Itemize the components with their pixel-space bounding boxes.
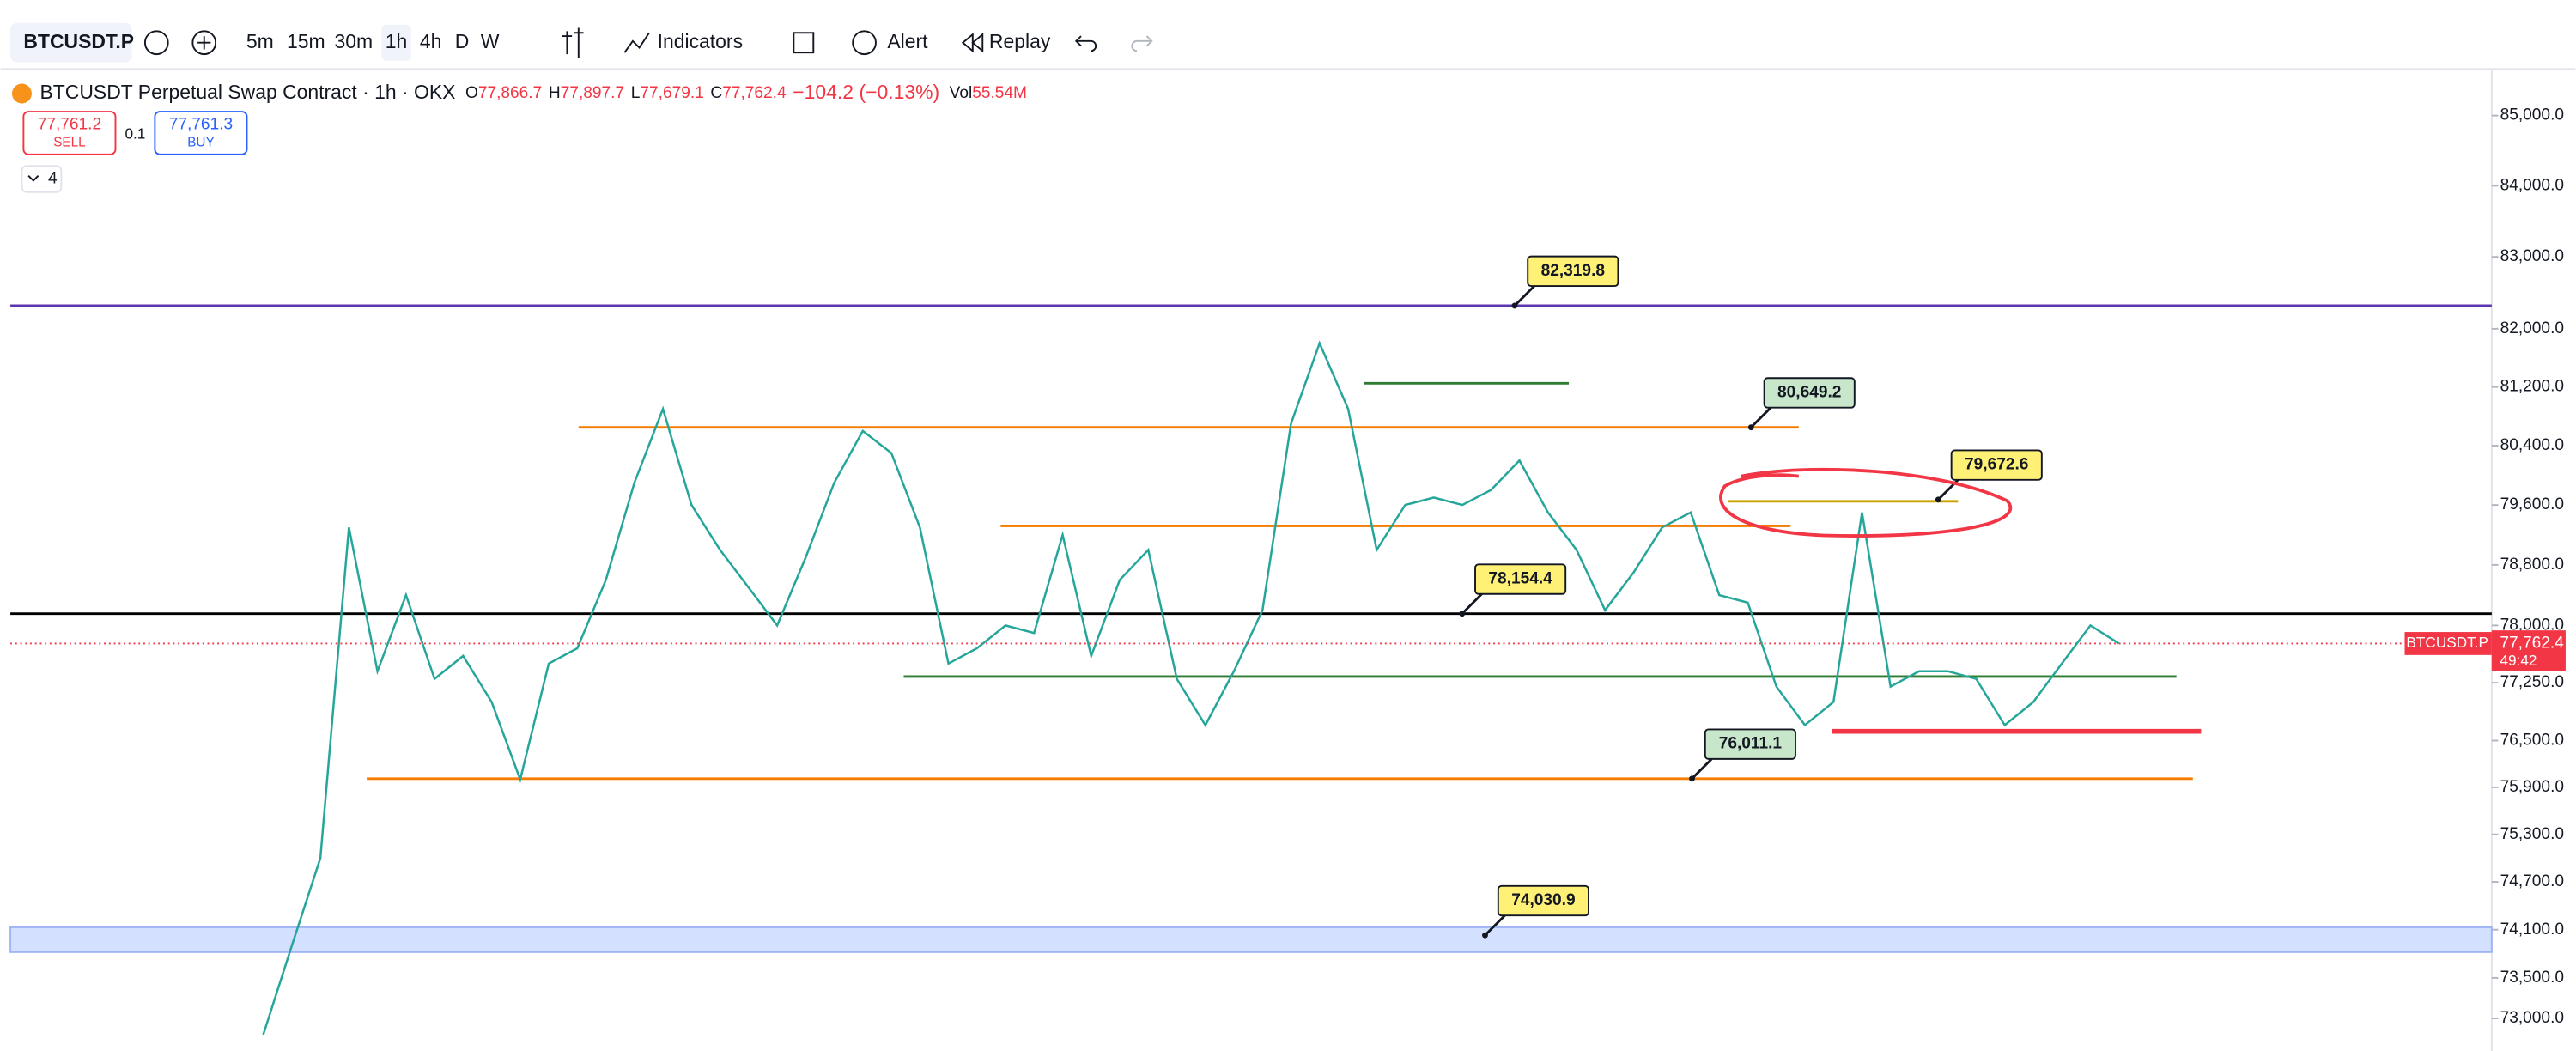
symbol[interactable]: BTCUSDT.P: [23, 30, 134, 52]
indicators-button[interactable]: Indicators: [658, 30, 743, 52]
ohlc-value: 77,897.7: [561, 84, 624, 102]
callout-leader: [1484, 914, 1506, 937]
y-tick-label: 75,300.0: [2500, 825, 2564, 843]
y-tick-label: 73,000.0: [2500, 1009, 2564, 1027]
buy-label[interactable]: BUY: [187, 135, 214, 149]
ohlc-key: C: [710, 84, 722, 102]
sell-button[interactable]: [22, 111, 117, 155]
y-tick-label: 85,000.0: [2500, 106, 2564, 125]
callout-anchor: [1689, 775, 1695, 782]
templates-icon[interactable]: [793, 32, 815, 54]
ohlc-key: L: [631, 84, 641, 102]
replay-icon[interactable]: [961, 33, 984, 53]
alert-icon[interactable]: [852, 30, 877, 56]
interval[interactable]: 5m: [246, 30, 274, 52]
legend-title: BTCUSDT Perpetual Swap Contract · 1h · O…: [40, 81, 456, 103]
y-tick-label: 78,000.0: [2500, 616, 2564, 634]
y-tick-label: 83,000.0: [2500, 247, 2564, 265]
callout-leader: [1750, 406, 1772, 428]
sell-price[interactable]: 77,761.2: [38, 115, 101, 133]
ohlc-value: 77,866.7: [478, 84, 542, 102]
y-tick-label: 84,000.0: [2500, 176, 2564, 194]
callout-anchor: [1747, 424, 1754, 431]
callout-leader: [1461, 592, 1483, 615]
ohlc-value: 77,679.1: [640, 84, 703, 102]
y-tick-label: 74,100.0: [2500, 920, 2564, 939]
callout-box: [1474, 563, 1567, 595]
coin-icon: [11, 83, 32, 104]
interval[interactable]: 4h: [420, 30, 442, 52]
ohlc-key: H: [549, 84, 561, 102]
callout-leader: [1691, 757, 1713, 780]
interval[interactable]: 30m: [334, 30, 373, 52]
callout-anchor: [1935, 496, 1941, 503]
buy-button[interactable]: [154, 111, 248, 155]
y-tick-label: 75,900.0: [2500, 778, 2564, 796]
replay-button[interactable]: Replay: [989, 30, 1051, 52]
y-tick-label: 78,800.0: [2500, 556, 2564, 574]
compare-icon[interactable]: [143, 30, 169, 56]
callout-label: 76,011.1: [1719, 735, 1783, 753]
legend: BTCUSDT Perpetual Swap Contract · 1h · O…: [40, 81, 1027, 103]
callout-anchor: [1459, 611, 1466, 617]
indicator-count[interactable]: 4: [48, 170, 58, 188]
hand-drawn-circle: [1719, 467, 2013, 538]
undo[interactable]: [1074, 35, 1097, 52]
symbol-box[interactable]: [10, 22, 132, 63]
callout-leader: [1513, 285, 1535, 307]
y-tick-label: 76,500.0: [2500, 732, 2564, 750]
vol-label: Vol: [950, 84, 973, 102]
interval[interactable]: W: [481, 30, 500, 52]
ohlc-key: O: [465, 84, 478, 102]
callout-anchor: [1511, 302, 1518, 309]
change: −104.2 (−0.13%): [793, 81, 939, 103]
chart-type-icon[interactable]: [562, 27, 584, 58]
y-tick-label: 73,500.0: [2500, 969, 2564, 987]
chevron: [27, 174, 39, 182]
callout-box: [1704, 728, 1796, 760]
price-tag-bg: [2491, 630, 2566, 671]
plus: [197, 36, 211, 50]
callout-box: [1763, 377, 1856, 409]
indicators-icon[interactable]: [623, 32, 650, 53]
callout-label: 78,154.4: [1488, 570, 1552, 588]
vol: 55.54M: [972, 84, 1027, 102]
alert-button[interactable]: Alert: [887, 30, 928, 52]
zone: [9, 926, 2493, 953]
symbol-tag-bg: [2404, 632, 2492, 655]
price-line: [262, 340, 2120, 1036]
buy-price[interactable]: 77,761.3: [169, 115, 233, 133]
y-tick-label: 77,250.0: [2500, 673, 2564, 691]
callout-box: [1527, 255, 1619, 288]
ohlc-value: 77,762.4: [722, 84, 787, 102]
y-tick-label: 80,400.0: [2500, 436, 2564, 454]
price-tag: 77,762.4: [2500, 634, 2564, 652]
interval[interactable]: 1h: [386, 30, 408, 52]
callout-anchor: [1482, 932, 1488, 939]
y-tick-label: 82,000.0: [2500, 319, 2564, 337]
callout-label: 74,030.9: [1511, 891, 1575, 909]
redo[interactable]: [1131, 35, 1153, 52]
callout-label: 80,649.2: [1777, 384, 1841, 402]
callout-box: [1950, 449, 2043, 481]
collapse-button[interactable]: [21, 165, 63, 193]
callout-label: 82,319.8: [1541, 262, 1606, 280]
countdown: 49:42: [2500, 652, 2537, 669]
quantity[interactable]: 0.1: [125, 125, 145, 142]
interval[interactable]: D: [455, 30, 470, 52]
active-interval-bg: [381, 24, 411, 61]
add-icon[interactable]: [191, 30, 217, 56]
callout-label: 79,672.6: [1965, 456, 2028, 474]
y-tick-label: 81,200.0: [2500, 378, 2564, 396]
sell-label[interactable]: SELL: [53, 135, 85, 149]
interval[interactable]: 15m: [287, 30, 325, 52]
callout-box: [1497, 884, 1589, 917]
symbol-tag: BTCUSDT.P: [2406, 634, 2488, 651]
y-tick-label: 74,700.0: [2500, 872, 2564, 890]
y-tick-label: 79,600.0: [2500, 495, 2564, 513]
